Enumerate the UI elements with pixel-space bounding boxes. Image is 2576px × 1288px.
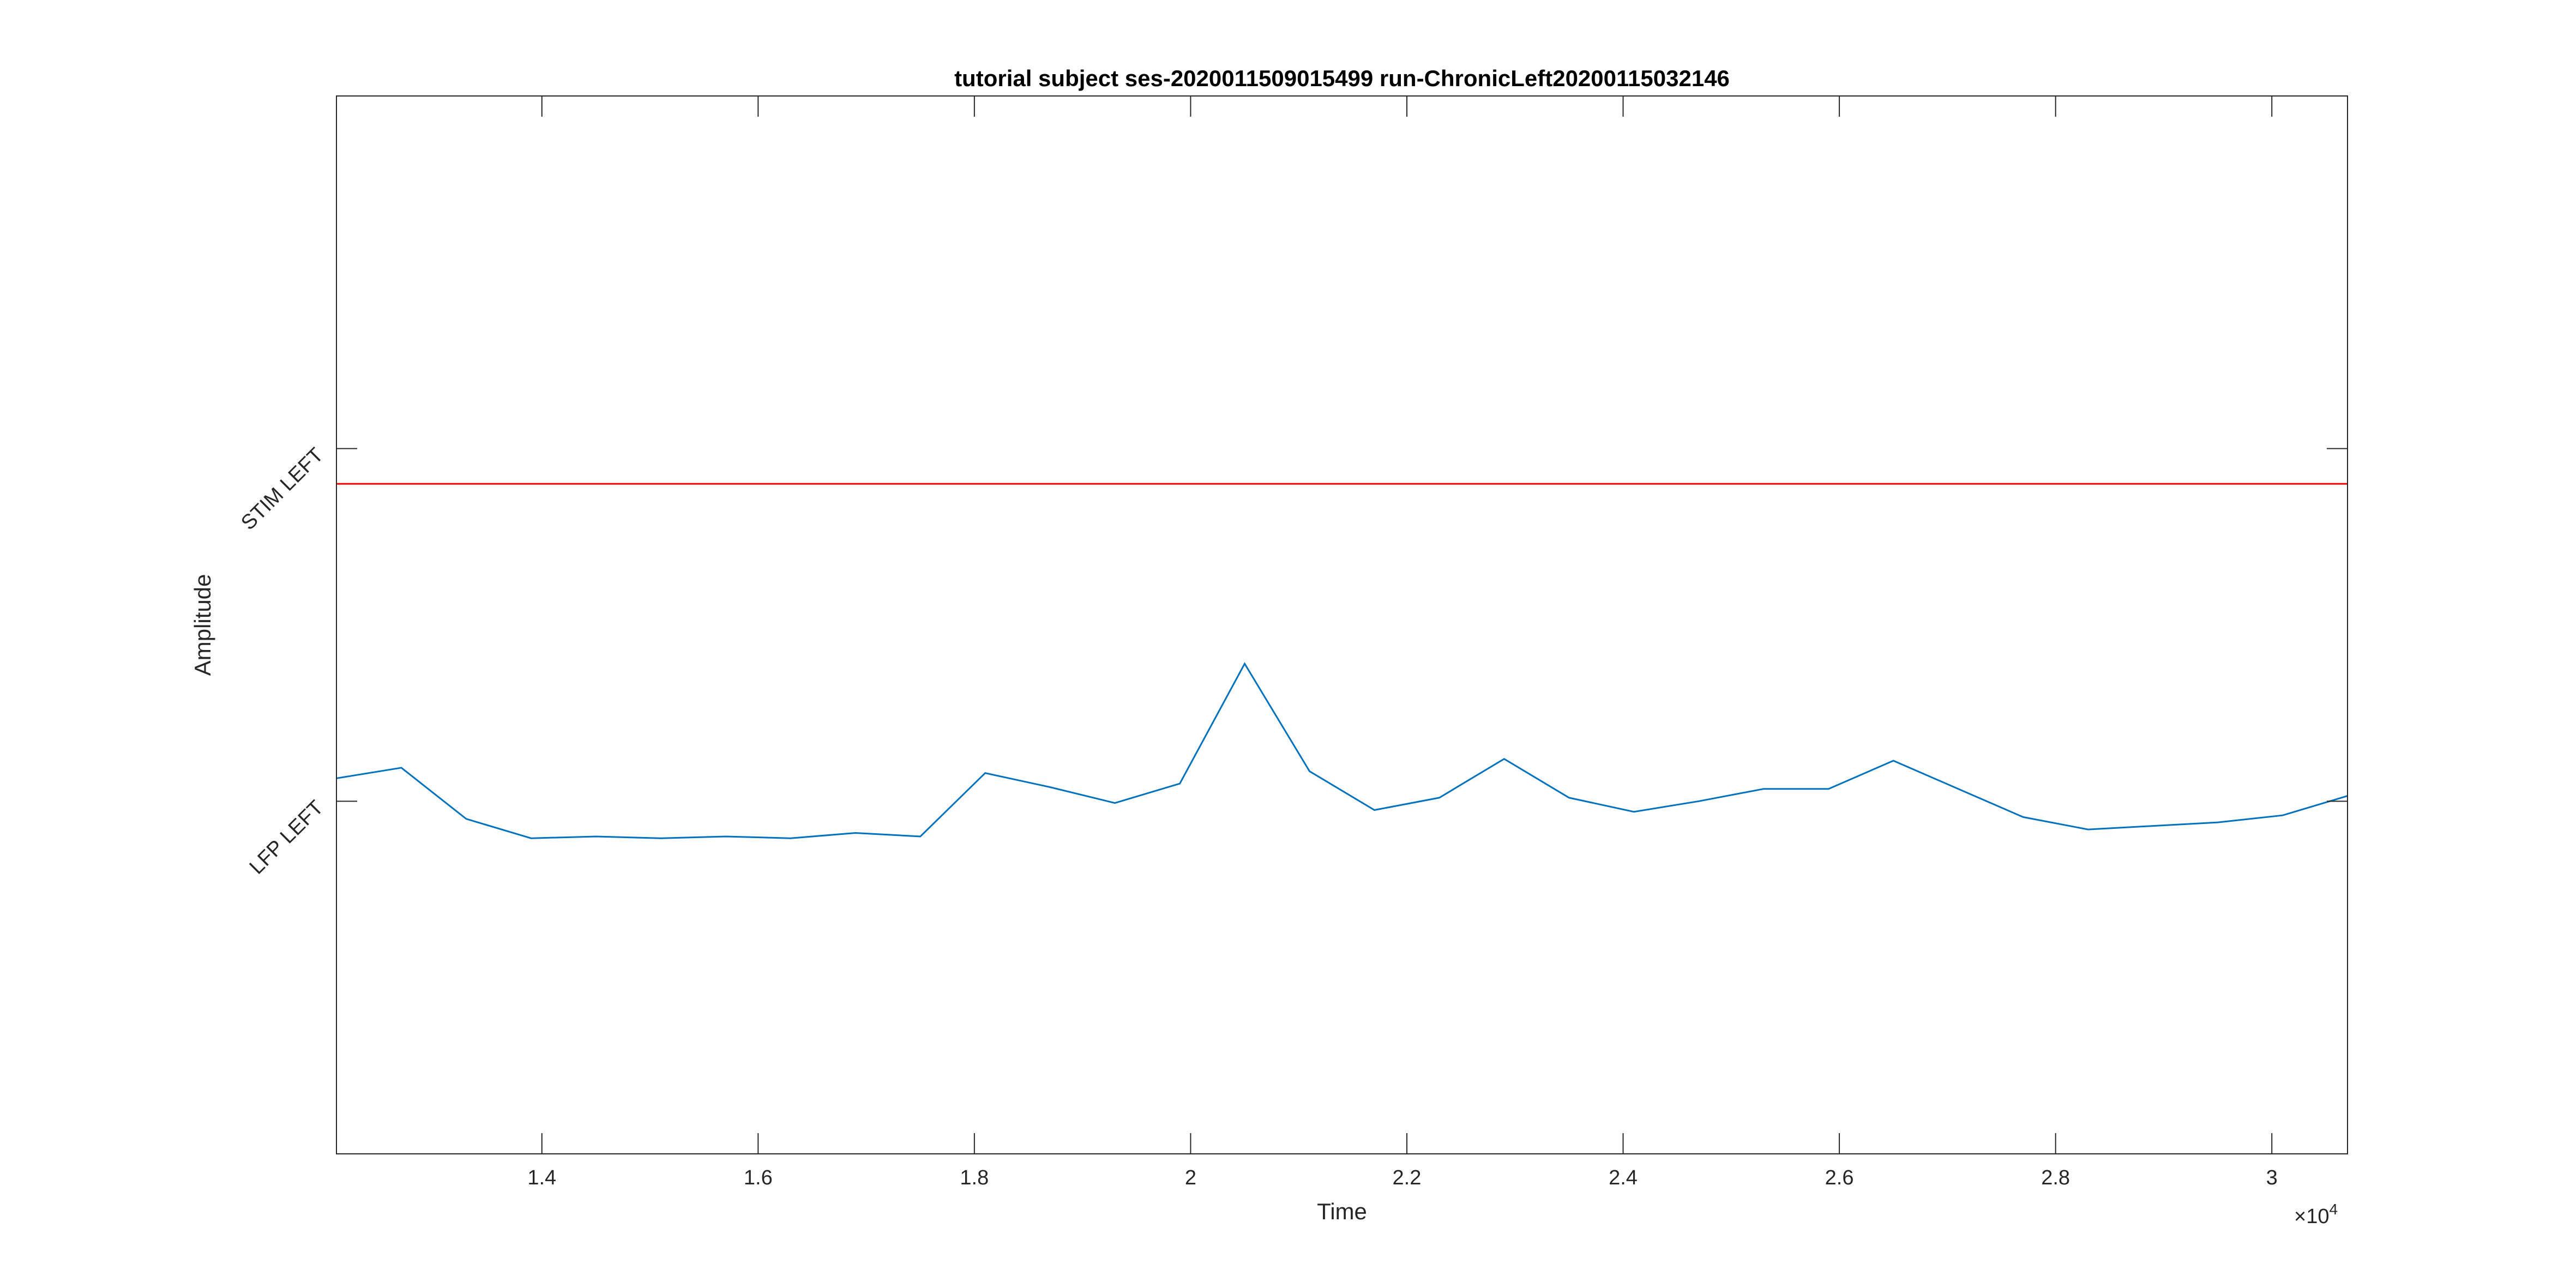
x-tick-label: 1.4 [527,1166,556,1189]
x-tick-label: 2.6 [1825,1166,1854,1189]
axes-box [336,95,2348,1154]
x-tick-label: 2.2 [1393,1166,1422,1189]
x-tick-label: 2.4 [1609,1166,1638,1189]
series-line-lfp-left [336,662,2348,839]
y-axis-label: Amplitude [190,574,215,676]
series-layer [336,483,2348,839]
x-exponent-label: ×104 [2294,1201,2338,1228]
x-tick-label: 1.6 [744,1166,773,1189]
chart-title: tutorial subject ses-2020011509015499 ru… [954,65,1730,91]
plot-area [336,96,2348,1154]
x-exponent-power: 4 [2329,1201,2338,1218]
x-tick-label: 3 [2266,1166,2278,1189]
x-tick-label: 2.8 [2041,1166,2070,1189]
x-tick-label: 2 [1185,1166,1196,1189]
x-tick-label: 1.8 [960,1166,989,1189]
x-exponent-base: ×10 [2294,1205,2329,1228]
x-axis-label: Time [1317,1199,1367,1224]
